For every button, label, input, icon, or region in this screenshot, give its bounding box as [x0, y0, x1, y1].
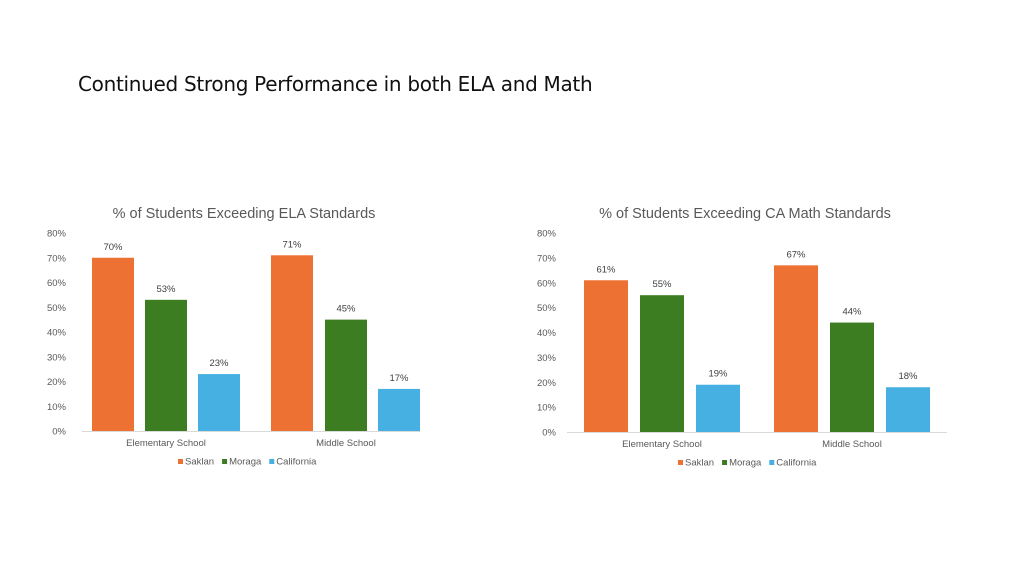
data-label: 17% — [389, 373, 409, 384]
y-tick-label: 30% — [47, 352, 67, 363]
legend-swatch-california — [269, 459, 275, 464]
chart-title: % of Students Exceeding CA Math Standard… — [599, 206, 891, 222]
legend-label: Moraga — [729, 458, 762, 469]
y-tick-label: 10% — [47, 402, 67, 413]
y-tick-label: 60% — [537, 278, 557, 289]
x-category-label: Middle School — [822, 439, 882, 450]
y-tick-label: 40% — [537, 328, 557, 339]
chart-title: % of Students Exceeding ELA Standards — [113, 206, 376, 222]
data-label: 23% — [209, 358, 229, 369]
y-tick-label: 10% — [537, 403, 557, 414]
legend-label: Moraga — [229, 457, 262, 468]
x-category-label: Middle School — [316, 438, 376, 449]
bar-california — [378, 388, 420, 431]
data-label: 44% — [842, 307, 862, 318]
data-label: 61% — [596, 264, 616, 275]
y-tick-label: 80% — [537, 229, 557, 240]
bar-california — [696, 384, 740, 432]
bar-moraga — [830, 322, 874, 432]
bar-saklan — [774, 265, 818, 432]
data-label: 53% — [156, 284, 176, 295]
y-tick-label: 80% — [47, 229, 67, 240]
y-tick-label: 0% — [52, 427, 66, 438]
bar-california — [198, 374, 240, 431]
data-label: 55% — [652, 279, 672, 290]
legend-swatch-moraga — [722, 460, 728, 465]
bar-moraga — [325, 319, 367, 431]
x-category-label: Elementary School — [622, 439, 702, 450]
bar-saklan — [92, 257, 134, 431]
y-tick-label: 30% — [537, 353, 557, 364]
legend-label: Saklan — [185, 457, 214, 468]
data-label: 70% — [103, 242, 123, 253]
legend-swatch-saklan — [178, 459, 183, 464]
legend-label: California — [776, 458, 817, 469]
y-tick-label: 70% — [47, 253, 67, 264]
bar-moraga — [640, 295, 684, 432]
legend-swatch-california — [769, 460, 775, 465]
legend-label: California — [276, 457, 317, 468]
data-label: 19% — [708, 369, 728, 380]
y-tick-label: 0% — [542, 428, 556, 439]
x-category-label: Elementary School — [126, 438, 206, 449]
bar-saklan — [584, 280, 628, 432]
y-tick-label: 60% — [47, 278, 67, 289]
data-label: 67% — [786, 249, 806, 260]
y-tick-label: 70% — [537, 253, 557, 264]
y-tick-label: 50% — [537, 303, 557, 314]
bar-saklan — [271, 255, 313, 431]
legend-swatch-moraga — [222, 459, 228, 464]
bar-moraga — [145, 299, 187, 431]
slide-title: Continued Strong Performance in both ELA… — [78, 72, 593, 96]
data-label: 45% — [336, 304, 356, 315]
bar-california — [886, 387, 930, 432]
legend-swatch-saklan — [678, 460, 683, 465]
data-label: 71% — [282, 239, 302, 250]
y-tick-label: 20% — [47, 377, 67, 388]
y-tick-label: 50% — [47, 303, 67, 314]
data-label: 18% — [898, 371, 918, 382]
y-tick-label: 20% — [537, 378, 557, 389]
legend-label: Saklan — [685, 458, 714, 469]
y-tick-label: 40% — [47, 328, 67, 339]
